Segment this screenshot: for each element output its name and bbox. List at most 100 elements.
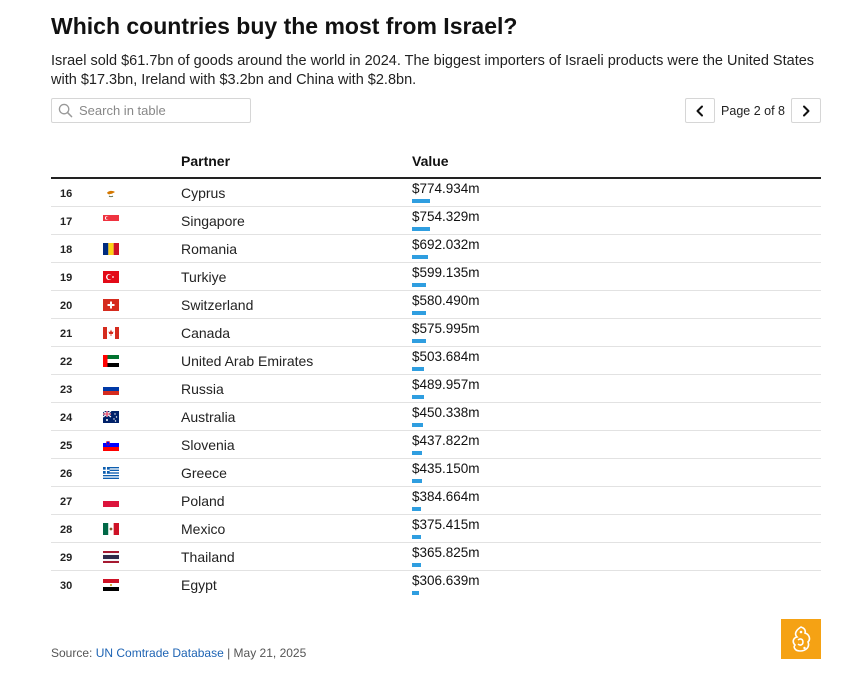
row-rank: 23 — [60, 384, 73, 396]
table-row: 16 Cyprus $774.934m — [51, 179, 821, 207]
row-value-bar — [412, 199, 430, 203]
romania-flag-icon — [103, 243, 119, 255]
row-partner: Turkiye — [181, 269, 227, 285]
row-value-bar — [412, 339, 426, 343]
column-header-value[interactable]: Value — [412, 153, 449, 169]
next-page-button[interactable] — [791, 98, 821, 123]
source-link[interactable]: UN Comtrade Database — [95, 646, 224, 660]
row-partner: Switzerland — [181, 297, 254, 313]
row-value-bar — [412, 535, 421, 539]
row-partner: Cyprus — [181, 185, 226, 201]
search-icon — [58, 103, 73, 118]
uae-flag-icon — [103, 355, 119, 367]
row-value: $375.415m — [412, 517, 480, 532]
row-rank: 26 — [60, 468, 73, 480]
row-partner: United Arab Emirates — [181, 353, 314, 369]
egypt-flag-icon — [103, 579, 119, 591]
cyprus-flag-icon — [103, 187, 119, 199]
row-partner: Egypt — [181, 577, 217, 593]
row-value: $580.490m — [412, 293, 480, 308]
table-body: 16 Cyprus $774.934m 17 Singapore $754.329m 18 R… — [51, 179, 821, 599]
page-indicator: Page 2 of 8 — [721, 103, 785, 118]
row-partner: Russia — [181, 381, 224, 397]
turkiye-flag-icon — [103, 271, 119, 283]
row-partner: Australia — [181, 409, 236, 425]
switzerland-flag-icon — [103, 299, 119, 311]
row-rank: 22 — [60, 356, 73, 368]
chevron-left-icon — [696, 105, 704, 116]
table-row: 22 United Arab Emirates $503.684m — [51, 347, 821, 375]
row-value: $437.822m — [412, 433, 480, 448]
page-title: Which countries buy the most from Israel… — [51, 13, 518, 39]
row-value: $754.329m — [412, 209, 480, 224]
chevron-right-icon — [803, 105, 810, 116]
thailand-flag-icon — [103, 551, 119, 563]
search-input[interactable] — [79, 103, 239, 118]
table-row: 20 Switzerland $580.490m — [51, 291, 821, 319]
row-rank: 28 — [60, 524, 73, 536]
row-value-bar — [412, 451, 422, 455]
canada-flag-icon — [103, 327, 119, 339]
row-rank: 21 — [60, 328, 73, 340]
table-row: 29 Thailand $365.825m — [51, 543, 821, 571]
row-value-bar — [412, 283, 426, 287]
row-value: $365.825m — [412, 545, 480, 560]
table-row: 23 Russia $489.957m — [51, 375, 821, 403]
source-prefix: Source: — [51, 646, 96, 660]
row-value-bar — [412, 255, 428, 259]
australia-flag-icon — [103, 411, 119, 423]
row-partner: Greece — [181, 465, 227, 481]
pagination: Page 2 of 8 — [685, 98, 821, 123]
row-value: $306.639m — [412, 573, 480, 588]
poland-flag-icon — [103, 495, 119, 507]
row-value: $489.957m — [412, 377, 480, 392]
table-row: 30 Egypt $306.639m — [51, 571, 821, 599]
row-partner: Canada — [181, 325, 231, 341]
row-value: $774.934m — [412, 181, 480, 196]
row-value: $435.150m — [412, 461, 480, 476]
mexico-flag-icon — [103, 523, 119, 535]
row-rank: 19 — [60, 272, 73, 284]
al-jazeera-logo-icon — [781, 619, 821, 659]
row-value-bar — [412, 227, 430, 231]
row-rank: 17 — [60, 216, 73, 228]
table-row: 25 Slovenia $437.822m — [51, 431, 821, 459]
source-date: | May 21, 2025 — [223, 646, 307, 660]
row-value: $503.684m — [412, 349, 480, 364]
table-row: 21 Canada $575.995m — [51, 319, 821, 347]
data-table: Partner Value 16 Cyprus $774.934m 17 Singapo… — [51, 150, 821, 599]
row-partner: Slovenia — [181, 437, 235, 453]
row-partner: Romania — [181, 241, 238, 257]
row-partner: Mexico — [181, 521, 226, 537]
table-row: 18 Romania $692.032m — [51, 235, 821, 263]
row-rank: 27 — [60, 496, 73, 508]
source-note: Source: UN Comtrade Database | May 21, 2… — [51, 646, 306, 660]
previous-page-button[interactable] — [685, 98, 716, 123]
row-value: $599.135m — [412, 265, 480, 280]
page-subtitle: Israel sold $61.7bn of goods around the … — [51, 53, 815, 88]
row-partner: Thailand — [181, 549, 235, 565]
column-header-partner[interactable]: Partner — [181, 153, 231, 169]
row-value-bar — [412, 479, 422, 483]
row-value: $450.338m — [412, 405, 480, 420]
row-partner: Singapore — [181, 213, 245, 229]
table-row: 26 Greece $435.150m — [51, 459, 821, 487]
row-rank: 29 — [60, 552, 73, 564]
search-box[interactable] — [51, 98, 251, 123]
table-row: 19 Turkiye $599.135m — [51, 263, 821, 291]
row-value: $692.032m — [412, 237, 480, 252]
row-rank: 24 — [60, 412, 73, 424]
row-value-bar — [412, 563, 421, 567]
row-value-bar — [412, 423, 423, 427]
row-value-bar — [412, 395, 424, 399]
row-rank: 16 — [60, 188, 73, 200]
table-row: 28 Mexico $375.415m — [51, 515, 821, 543]
slovenia-flag-icon — [103, 439, 119, 451]
row-value: $575.995m — [412, 321, 480, 336]
row-rank: 20 — [60, 300, 73, 312]
table-row: 17 Singapore $754.329m — [51, 207, 821, 235]
row-rank: 18 — [60, 244, 73, 256]
row-rank: 30 — [60, 580, 73, 592]
table-row: 27 Poland $384.664m — [51, 487, 821, 515]
row-value-bar — [412, 367, 424, 371]
